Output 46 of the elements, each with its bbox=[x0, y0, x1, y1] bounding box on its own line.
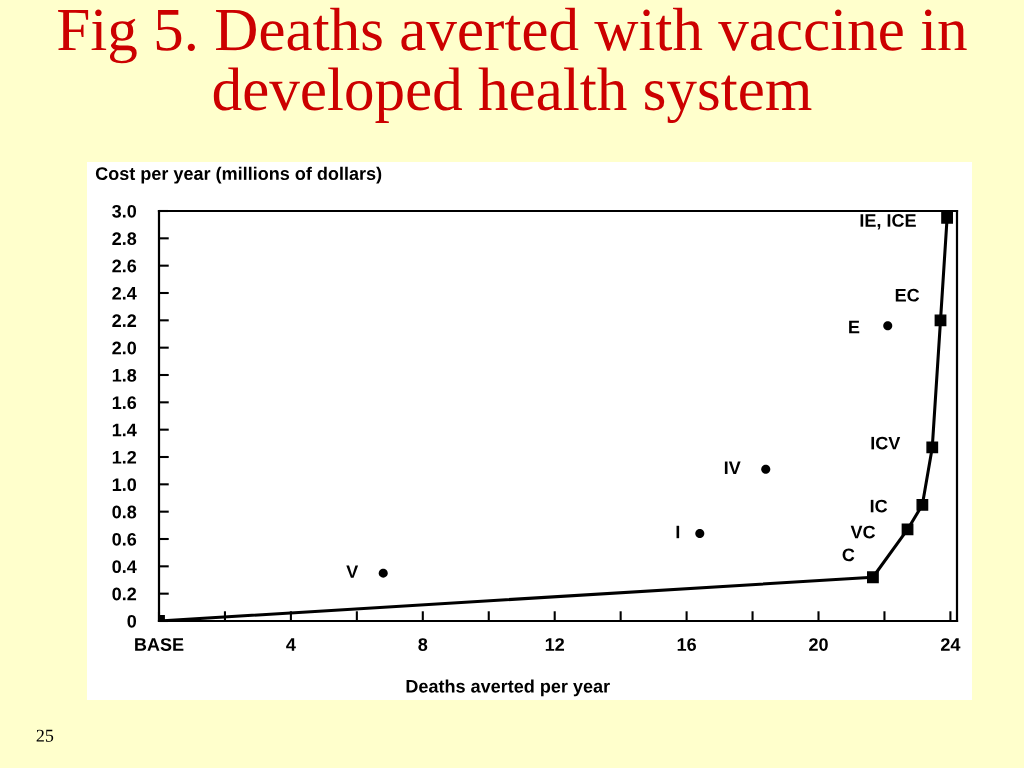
y-tick-label: 2.4 bbox=[112, 286, 137, 300]
y-tick-label: 1.4 bbox=[112, 423, 137, 437]
y-tick-label: 2.6 bbox=[112, 259, 137, 273]
point bbox=[934, 314, 947, 327]
annotation: ICV bbox=[871, 436, 901, 450]
y-tick-label: 2.2 bbox=[112, 314, 137, 327]
x-axis-title: Deaths averted per year bbox=[406, 679, 610, 697]
x-tick-label: 24 bbox=[940, 638, 961, 651]
y-tick-label: 0.6 bbox=[112, 532, 137, 546]
y-tick-label: 2.0 bbox=[112, 341, 137, 355]
y-tick-label: 1.8 bbox=[112, 368, 137, 382]
x-tick-label: 8 bbox=[418, 638, 428, 651]
point bbox=[941, 211, 954, 224]
y-tick-label: 1.0 bbox=[112, 478, 137, 492]
y-tick-label: 1.2 bbox=[112, 450, 137, 464]
x-tick-label: 12 bbox=[545, 638, 565, 651]
x-tick-label: BASE bbox=[135, 638, 184, 651]
point bbox=[883, 321, 893, 331]
point bbox=[867, 571, 879, 584]
point bbox=[695, 529, 705, 539]
annotation: IV bbox=[724, 461, 741, 474]
annotation: VC bbox=[850, 525, 876, 539]
point bbox=[916, 498, 929, 511]
annotation: I bbox=[676, 525, 680, 539]
annotation: V bbox=[346, 565, 359, 578]
y-tick-label: 0.4 bbox=[112, 560, 137, 574]
y-tick-label: 2.8 bbox=[112, 232, 137, 246]
y-tick-label: 3.0 bbox=[112, 204, 137, 218]
y-tick-label: 0.2 bbox=[112, 587, 137, 601]
y-axis-title: Cost per year (millions of dollars) bbox=[95, 166, 382, 184]
y-tick-label: 1.6 bbox=[112, 396, 137, 410]
x-tick-label: 20 bbox=[809, 638, 828, 651]
annotation: E bbox=[849, 320, 860, 334]
annotation: C bbox=[842, 548, 855, 562]
annotation: EC bbox=[895, 288, 920, 302]
chart-title: Fig 5. Deaths averted with vaccine in developed health system bbox=[58, 7, 967, 124]
text: 25 bbox=[36, 729, 54, 742]
point bbox=[378, 568, 388, 578]
y-tick-label: 0 bbox=[127, 614, 137, 628]
annotation: IC bbox=[870, 499, 888, 513]
point bbox=[926, 441, 939, 454]
annotation: IE, ICE bbox=[860, 214, 916, 230]
point bbox=[761, 464, 771, 474]
x-tick-label: 4 bbox=[286, 638, 296, 651]
y-tick-label: 0.8 bbox=[112, 505, 137, 519]
x-tick-label: 16 bbox=[677, 638, 696, 651]
